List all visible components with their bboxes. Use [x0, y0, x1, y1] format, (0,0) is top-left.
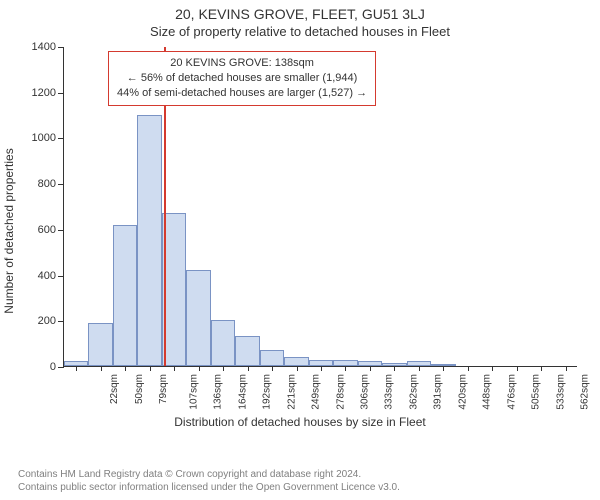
x-tick	[468, 366, 469, 371]
x-tick	[272, 366, 273, 371]
y-tick-label: 1200	[32, 87, 64, 99]
x-axis-label: Distribution of detached houses by size …	[174, 415, 425, 429]
x-tick	[492, 366, 493, 371]
x-tick	[174, 366, 175, 371]
histogram-bar	[260, 350, 284, 366]
x-tick	[541, 366, 542, 371]
x-tick-label: 505sqm	[531, 374, 542, 410]
x-tick-label: 533sqm	[555, 374, 566, 410]
y-tick-label: 400	[38, 270, 64, 282]
y-tick-label: 0	[50, 361, 64, 373]
x-tick-label: 278sqm	[335, 374, 346, 410]
x-tick-label: 136sqm	[213, 374, 224, 410]
page-root: 20, KEVINS GROVE, FLEET, GU51 3LJ Size o…	[0, 0, 600, 500]
histogram-bar	[88, 323, 112, 366]
x-tick	[199, 366, 200, 371]
x-tick	[566, 366, 567, 371]
x-tick	[76, 366, 77, 371]
footer-line-2: Contains public sector information licen…	[18, 481, 400, 494]
callout-line: 44% of semi-detached houses are larger (…	[117, 86, 367, 101]
x-tick-label: 333sqm	[384, 374, 395, 410]
histogram-bar	[284, 357, 308, 366]
y-tick-label: 1000	[32, 132, 64, 144]
x-tick-label: 107sqm	[188, 374, 199, 410]
x-tick-label: 192sqm	[262, 374, 273, 410]
y-tick-label: 200	[38, 315, 64, 327]
plot-area: 020040060080010001200140022sqm50sqm79sqm…	[63, 47, 577, 367]
x-tick-label: 50sqm	[134, 374, 145, 404]
x-tick	[125, 366, 126, 371]
chart-wrap: Number of detached properties 0200400600…	[15, 41, 585, 421]
x-tick-label: 448sqm	[482, 374, 493, 410]
x-tick-label: 221sqm	[286, 374, 297, 410]
histogram-bar	[211, 320, 235, 366]
histogram-bar	[113, 225, 137, 366]
x-tick-label: 249sqm	[311, 374, 322, 410]
x-tick-label: 164sqm	[237, 374, 248, 410]
x-tick-label: 476sqm	[506, 374, 517, 410]
y-tick-label: 800	[38, 178, 64, 190]
x-tick-label: 562sqm	[580, 374, 591, 410]
x-tick-label: 306sqm	[360, 374, 371, 410]
title-sub: Size of property relative to detached ho…	[0, 22, 600, 41]
y-axis-label: Number of detached properties	[2, 148, 16, 313]
x-tick	[248, 366, 249, 371]
x-tick	[394, 366, 395, 371]
x-tick	[443, 366, 444, 371]
histogram-bar	[235, 336, 259, 366]
y-tick-label: 1400	[32, 41, 64, 53]
histogram-bar	[186, 270, 210, 366]
y-tick-label: 600	[38, 224, 64, 236]
x-tick-label: 391sqm	[433, 374, 444, 410]
x-tick	[101, 366, 102, 371]
x-tick	[223, 366, 224, 371]
x-tick	[419, 366, 420, 371]
x-tick	[370, 366, 371, 371]
footer-attribution: Contains HM Land Registry data © Crown c…	[18, 468, 400, 494]
x-tick-label: 79sqm	[158, 374, 169, 404]
x-tick	[150, 366, 151, 371]
x-tick-label: 420sqm	[457, 374, 468, 410]
x-tick	[345, 366, 346, 371]
footer-line-1: Contains HM Land Registry data © Crown c…	[18, 468, 400, 481]
x-tick-label: 22sqm	[109, 374, 120, 404]
title-main: 20, KEVINS GROVE, FLEET, GU51 3LJ	[0, 0, 600, 22]
callout-line: 20 KEVINS GROVE: 138sqm	[117, 56, 367, 71]
x-tick	[321, 366, 322, 371]
x-tick	[517, 366, 518, 371]
histogram-bar	[137, 115, 161, 366]
x-tick	[297, 366, 298, 371]
x-tick-label: 362sqm	[409, 374, 420, 410]
property-callout: 20 KEVINS GROVE: 138sqm← 56% of detached…	[108, 51, 376, 106]
callout-line: ← 56% of detached houses are smaller (1,…	[117, 71, 367, 86]
